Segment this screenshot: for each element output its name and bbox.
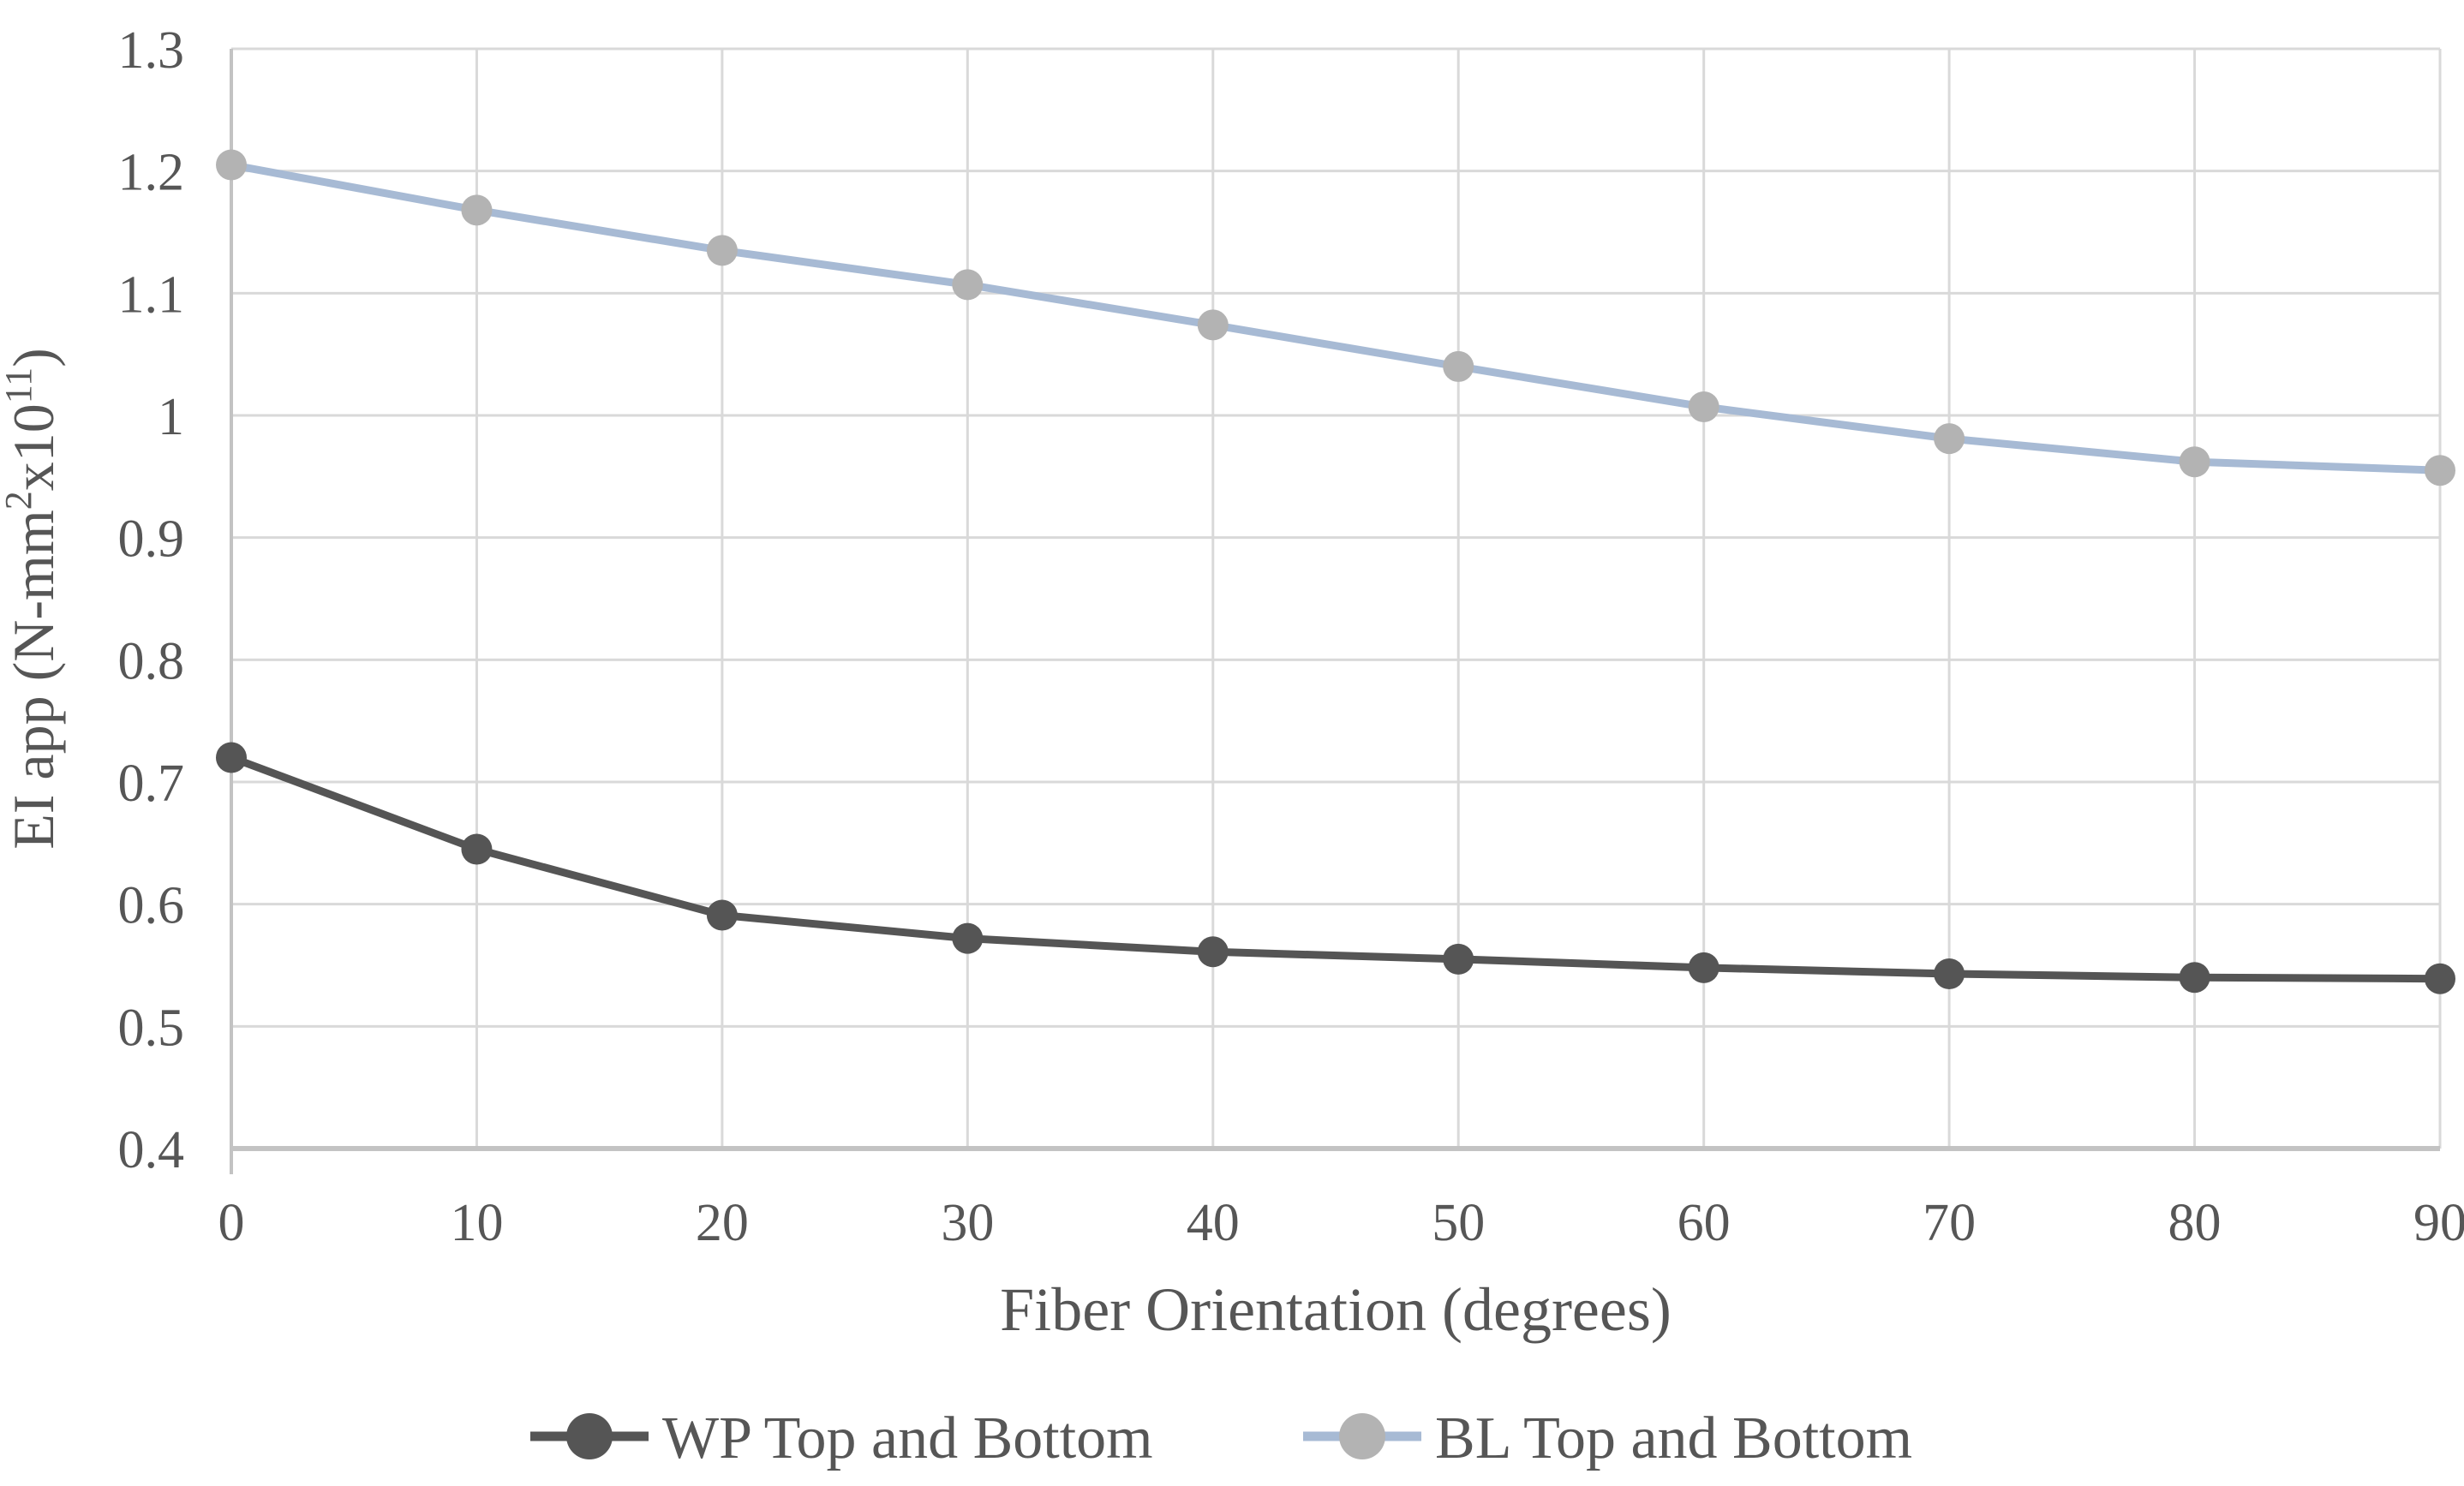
y-tick-label: 1	[158, 388, 184, 446]
data-point-marker	[1197, 936, 1229, 968]
legend-item-bl: BL Top and Bottom	[1303, 1405, 1912, 1471]
data-point-marker	[1934, 958, 1965, 989]
legend-item-wp: WP Top and Bottom	[530, 1405, 1153, 1471]
y-axis-title-part: )	[1, 348, 66, 367]
y-axis-title-superscript: 2	[0, 491, 39, 510]
data-point-marker	[2425, 455, 2455, 486]
data-point-marker	[461, 194, 493, 226]
series-bl	[216, 149, 2455, 486]
gridlines	[230, 47, 2442, 1150]
data-point-marker	[1688, 391, 1719, 423]
legend-label: WP Top and Bottom	[662, 1405, 1153, 1471]
series	[216, 149, 2455, 994]
x-tick-label: 90	[2413, 1194, 2464, 1252]
legend: WP Top and Bottom BL Top and Bottom	[530, 1405, 1912, 1471]
data-point-marker	[216, 742, 247, 773]
data-point-marker	[1934, 423, 1965, 455]
x-tick-label: 60	[1678, 1194, 1731, 1252]
x-tick-label: 0	[218, 1194, 245, 1252]
y-axis-title: EI app (N-mm2x1011)	[0, 348, 66, 850]
data-point-marker	[952, 922, 984, 954]
data-point-marker	[216, 149, 247, 181]
legend-marker	[566, 1413, 613, 1459]
data-point-marker	[706, 899, 738, 931]
y-tick-label: 0.9	[118, 510, 185, 569]
series-line	[227, 161, 2444, 474]
data-point-marker	[1197, 309, 1229, 341]
axis-titles: Fiber Orientation (degrees)EI app (N-mm2…	[0, 348, 1672, 1344]
data-point-marker	[706, 235, 738, 266]
x-tick-label: 40	[1187, 1194, 1240, 1252]
legend-label: BL Top and Bottom	[1435, 1405, 1912, 1471]
y-tick-label: 1.3	[118, 21, 185, 80]
y-axis-title-part: x10	[1, 403, 66, 491]
x-tick-label: 10	[450, 1194, 503, 1252]
x-tick-label: 20	[696, 1194, 749, 1252]
series-line	[227, 753, 2444, 983]
data-point-marker	[2179, 962, 2210, 994]
y-tick-label: 1.2	[118, 144, 185, 202]
data-point-marker	[461, 833, 493, 865]
y-tick-label: 0.5	[118, 999, 185, 1057]
y-tick-label: 0.7	[118, 755, 185, 813]
data-point-marker	[1443, 350, 1474, 382]
x-tick-label: 80	[2168, 1194, 2222, 1252]
x-tick-label: 50	[1432, 1194, 1485, 1252]
series-wp	[216, 742, 2455, 994]
x-axis-title: Fiber Orientation (degrees)	[1000, 1275, 1672, 1344]
x-tick-label: 70	[1923, 1194, 1976, 1252]
data-point-marker	[2425, 963, 2455, 994]
data-point-marker	[1443, 943, 1474, 975]
legend-marker	[1339, 1413, 1385, 1459]
y-tick-label: 0.4	[118, 1121, 185, 1179]
y-axis-title-part: EI app (N-mm	[1, 510, 66, 850]
y-tick-label: 0.8	[118, 632, 185, 690]
y-tick-label: 0.6	[118, 877, 185, 935]
y-tick-label: 1.1	[118, 266, 185, 324]
y-axis-title-superscript: 11	[0, 367, 39, 403]
tick-labels: 0 10 20 30 40 50 60 70 80 90 1.3 1.2 1.1 1 0.9 0.8 0.7 0.…	[118, 21, 2464, 1252]
data-point-marker	[2179, 446, 2210, 478]
data-point-marker	[952, 269, 984, 301]
axes	[230, 49, 2440, 1174]
data-point-marker	[1688, 952, 1719, 983]
x-tick-label: 30	[941, 1194, 994, 1252]
